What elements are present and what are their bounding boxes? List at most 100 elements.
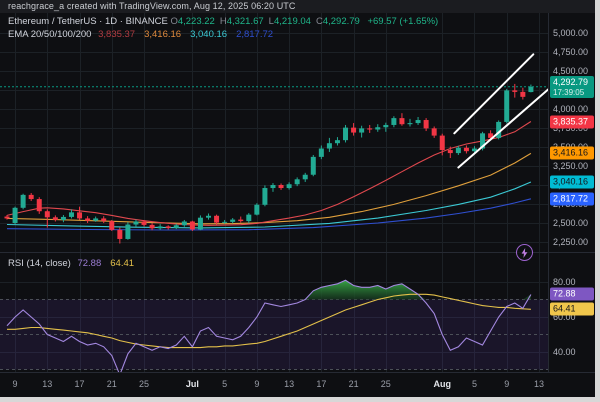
candle	[278, 185, 284, 189]
candle	[85, 218, 91, 221]
candle	[77, 212, 83, 219]
ema100-line	[6, 181, 532, 229]
candle	[109, 221, 115, 230]
price-tick: 5,000.00	[553, 28, 589, 38]
rsi-band	[0, 299, 548, 370]
time-label: 17	[316, 379, 327, 389]
time-axis[interactable]: 9 13 17 21 25 Jul 5 9 13 17 21 25 Aug 5 9 13	[0, 372, 548, 396]
candle	[157, 226, 163, 229]
candle	[302, 174, 308, 180]
candles	[4, 83, 534, 244]
rsi-legend: RSI (14, close) 72.88 64.41	[8, 258, 139, 269]
candle	[133, 221, 139, 225]
candle	[431, 128, 437, 136]
candle	[391, 118, 397, 125]
candle	[222, 221, 228, 223]
lightning-icon[interactable]	[516, 244, 533, 261]
open-label: O	[170, 16, 178, 27]
trend-channel-line	[457, 88, 548, 169]
rsi-tick: 80.00	[553, 277, 576, 287]
time-label: 21	[106, 379, 117, 389]
rsi-legend-values: 72.88 64.41	[73, 258, 139, 269]
price-axis[interactable]: 4,292.79 17:39:05 5,000.00 4,750.00 4,500.…	[549, 13, 595, 372]
candle	[343, 127, 349, 141]
chart-canvas[interactable]	[0, 0, 595, 397]
candle	[334, 140, 340, 144]
ema-value: 3,835.37	[98, 29, 136, 40]
low-value: 4,219.04	[273, 16, 311, 27]
candle	[318, 148, 324, 157]
pane-borders	[0, 13, 595, 373]
candle	[326, 143, 332, 149]
candle	[214, 215, 220, 223]
rsi-pane	[0, 279, 548, 372]
symbol-legend: Ethereum / TetherUS · 1D · BINANCE O4,22…	[8, 16, 438, 27]
rsi-ma-value-label: 64.41	[550, 302, 594, 316]
candle	[504, 90, 510, 122]
candle	[4, 216, 10, 219]
candle	[447, 150, 453, 154]
candle	[407, 123, 413, 125]
candle	[512, 90, 518, 92]
candle	[359, 128, 365, 133]
candle	[528, 86, 534, 93]
candle	[117, 229, 123, 239]
screenshot-bottom-border	[0, 397, 600, 402]
candle	[415, 120, 421, 124]
candle	[238, 219, 244, 222]
tradingview-chart-window: reachgrace_a created with TradingView.co…	[0, 0, 595, 397]
attribution-text: reachgrace_a created with TradingView.co…	[8, 1, 296, 11]
open-value: 4,223.22	[177, 16, 215, 27]
time-label: 21	[348, 379, 359, 389]
candle	[12, 207, 18, 223]
lightning-bolt-glyph	[521, 247, 528, 258]
attribution-bar: reachgrace_a created with TradingView.co…	[0, 0, 595, 13]
candle	[480, 133, 486, 149]
candle	[197, 217, 203, 230]
high-label: H	[219, 16, 227, 27]
time-label: 25	[139, 379, 150, 389]
ema100-price-label: 3,040.16	[550, 175, 594, 189]
price-tick: 3,250.00	[553, 161, 589, 171]
high-value: 4,321.67	[226, 16, 264, 27]
ema-legend-values: 3,835.37 3,416.16 3,040.16 2,817.72	[94, 29, 278, 40]
candle	[165, 226, 171, 228]
price-tick: 2,500.00	[553, 218, 589, 228]
price-tick: 3,750.00	[553, 123, 589, 133]
ema20-line	[6, 121, 532, 226]
candle	[101, 218, 107, 222]
candle	[230, 219, 236, 222]
ema-value: 2,817.72	[236, 29, 274, 40]
candle	[93, 218, 99, 221]
ema200-price-label: 2,817.72	[550, 192, 594, 206]
ema50-price-label: 3,416.16	[550, 146, 594, 160]
symbol-title[interactable]: Ethereum / TetherUS · 1D · BINANCE	[8, 16, 168, 27]
time-label: 9	[504, 379, 510, 389]
rsi-line	[6, 279, 532, 372]
candle	[149, 224, 155, 229]
time-label: 13	[533, 379, 544, 389]
gridlines	[0, 13, 548, 372]
trend-channel-line	[453, 53, 535, 135]
candle	[351, 127, 357, 133]
rsi-overbought-fill	[7, 280, 531, 300]
candle	[383, 124, 389, 128]
ema-value: 3,040.16	[190, 29, 228, 40]
price-tick: 2,250.00	[553, 237, 589, 247]
rsi-value-label: 72.88	[550, 287, 594, 301]
time-label: 13	[284, 379, 295, 389]
time-label: Aug	[433, 379, 451, 389]
price-tick: 4,500.00	[553, 66, 589, 76]
time-label: 17	[74, 379, 85, 389]
candle	[286, 184, 292, 189]
bar-countdown: 17:39:05	[553, 87, 585, 97]
ema50-line	[6, 152, 532, 225]
candle	[206, 215, 211, 218]
rsi-ma-line	[7, 293, 531, 349]
rsi-value: 72.88	[77, 258, 102, 269]
price-pane	[0, 53, 548, 244]
rsi-value: 64.41	[110, 258, 135, 269]
screenshot-right-border	[595, 0, 600, 402]
current-price-value: 4,292.79	[553, 76, 589, 87]
candle	[270, 185, 276, 189]
